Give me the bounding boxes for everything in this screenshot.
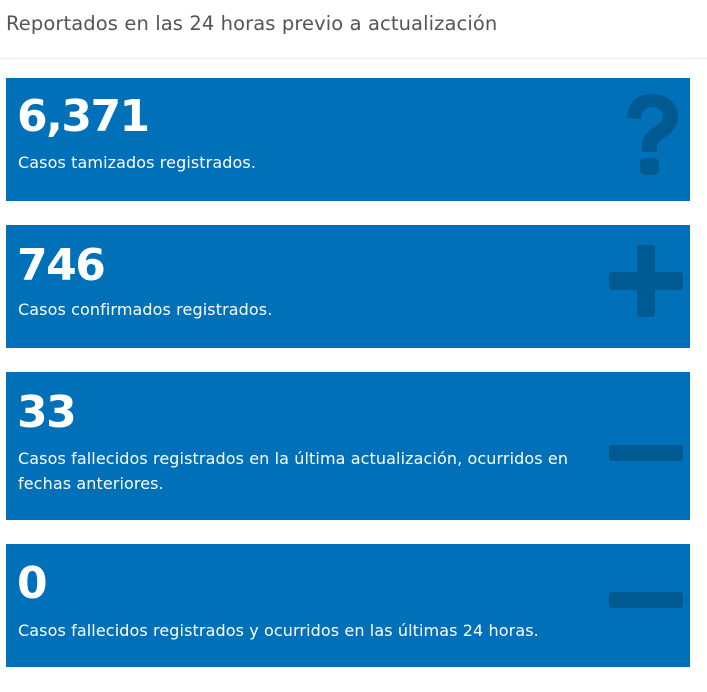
stat-description: Casos fallecidos registrados en la últim… [18,449,569,493]
minus-icon [609,445,683,461]
stat-card-deaths-24h: 0 Casos fallecidos registrados y ocurrid… [6,544,690,667]
stat-card-confirmed: 746 Casos confirmados registrados. [6,225,690,348]
page-title: Reportados en las 24 horas previo a actu… [6,12,498,35]
plus-icon [609,245,683,317]
stat-description: Casos tamizados registrados. [18,153,257,172]
minus-icon [609,592,683,608]
stat-description: Casos fallecidos registrados y ocurridos… [18,621,539,640]
stat-card-screened: 6,371 Casos tamizados registrados. [6,78,690,201]
question-icon [618,88,684,178]
stat-card-deaths-previous: 33 Casos fallecidos registrados en la úl… [6,372,690,520]
stat-value: 6,371 [17,91,150,142]
header-divider [0,58,707,59]
stat-value: 746 [17,240,106,291]
stat-value: 33 [17,387,77,438]
stat-description: Casos confirmados registrados. [18,300,273,319]
stat-value: 0 [17,558,48,609]
